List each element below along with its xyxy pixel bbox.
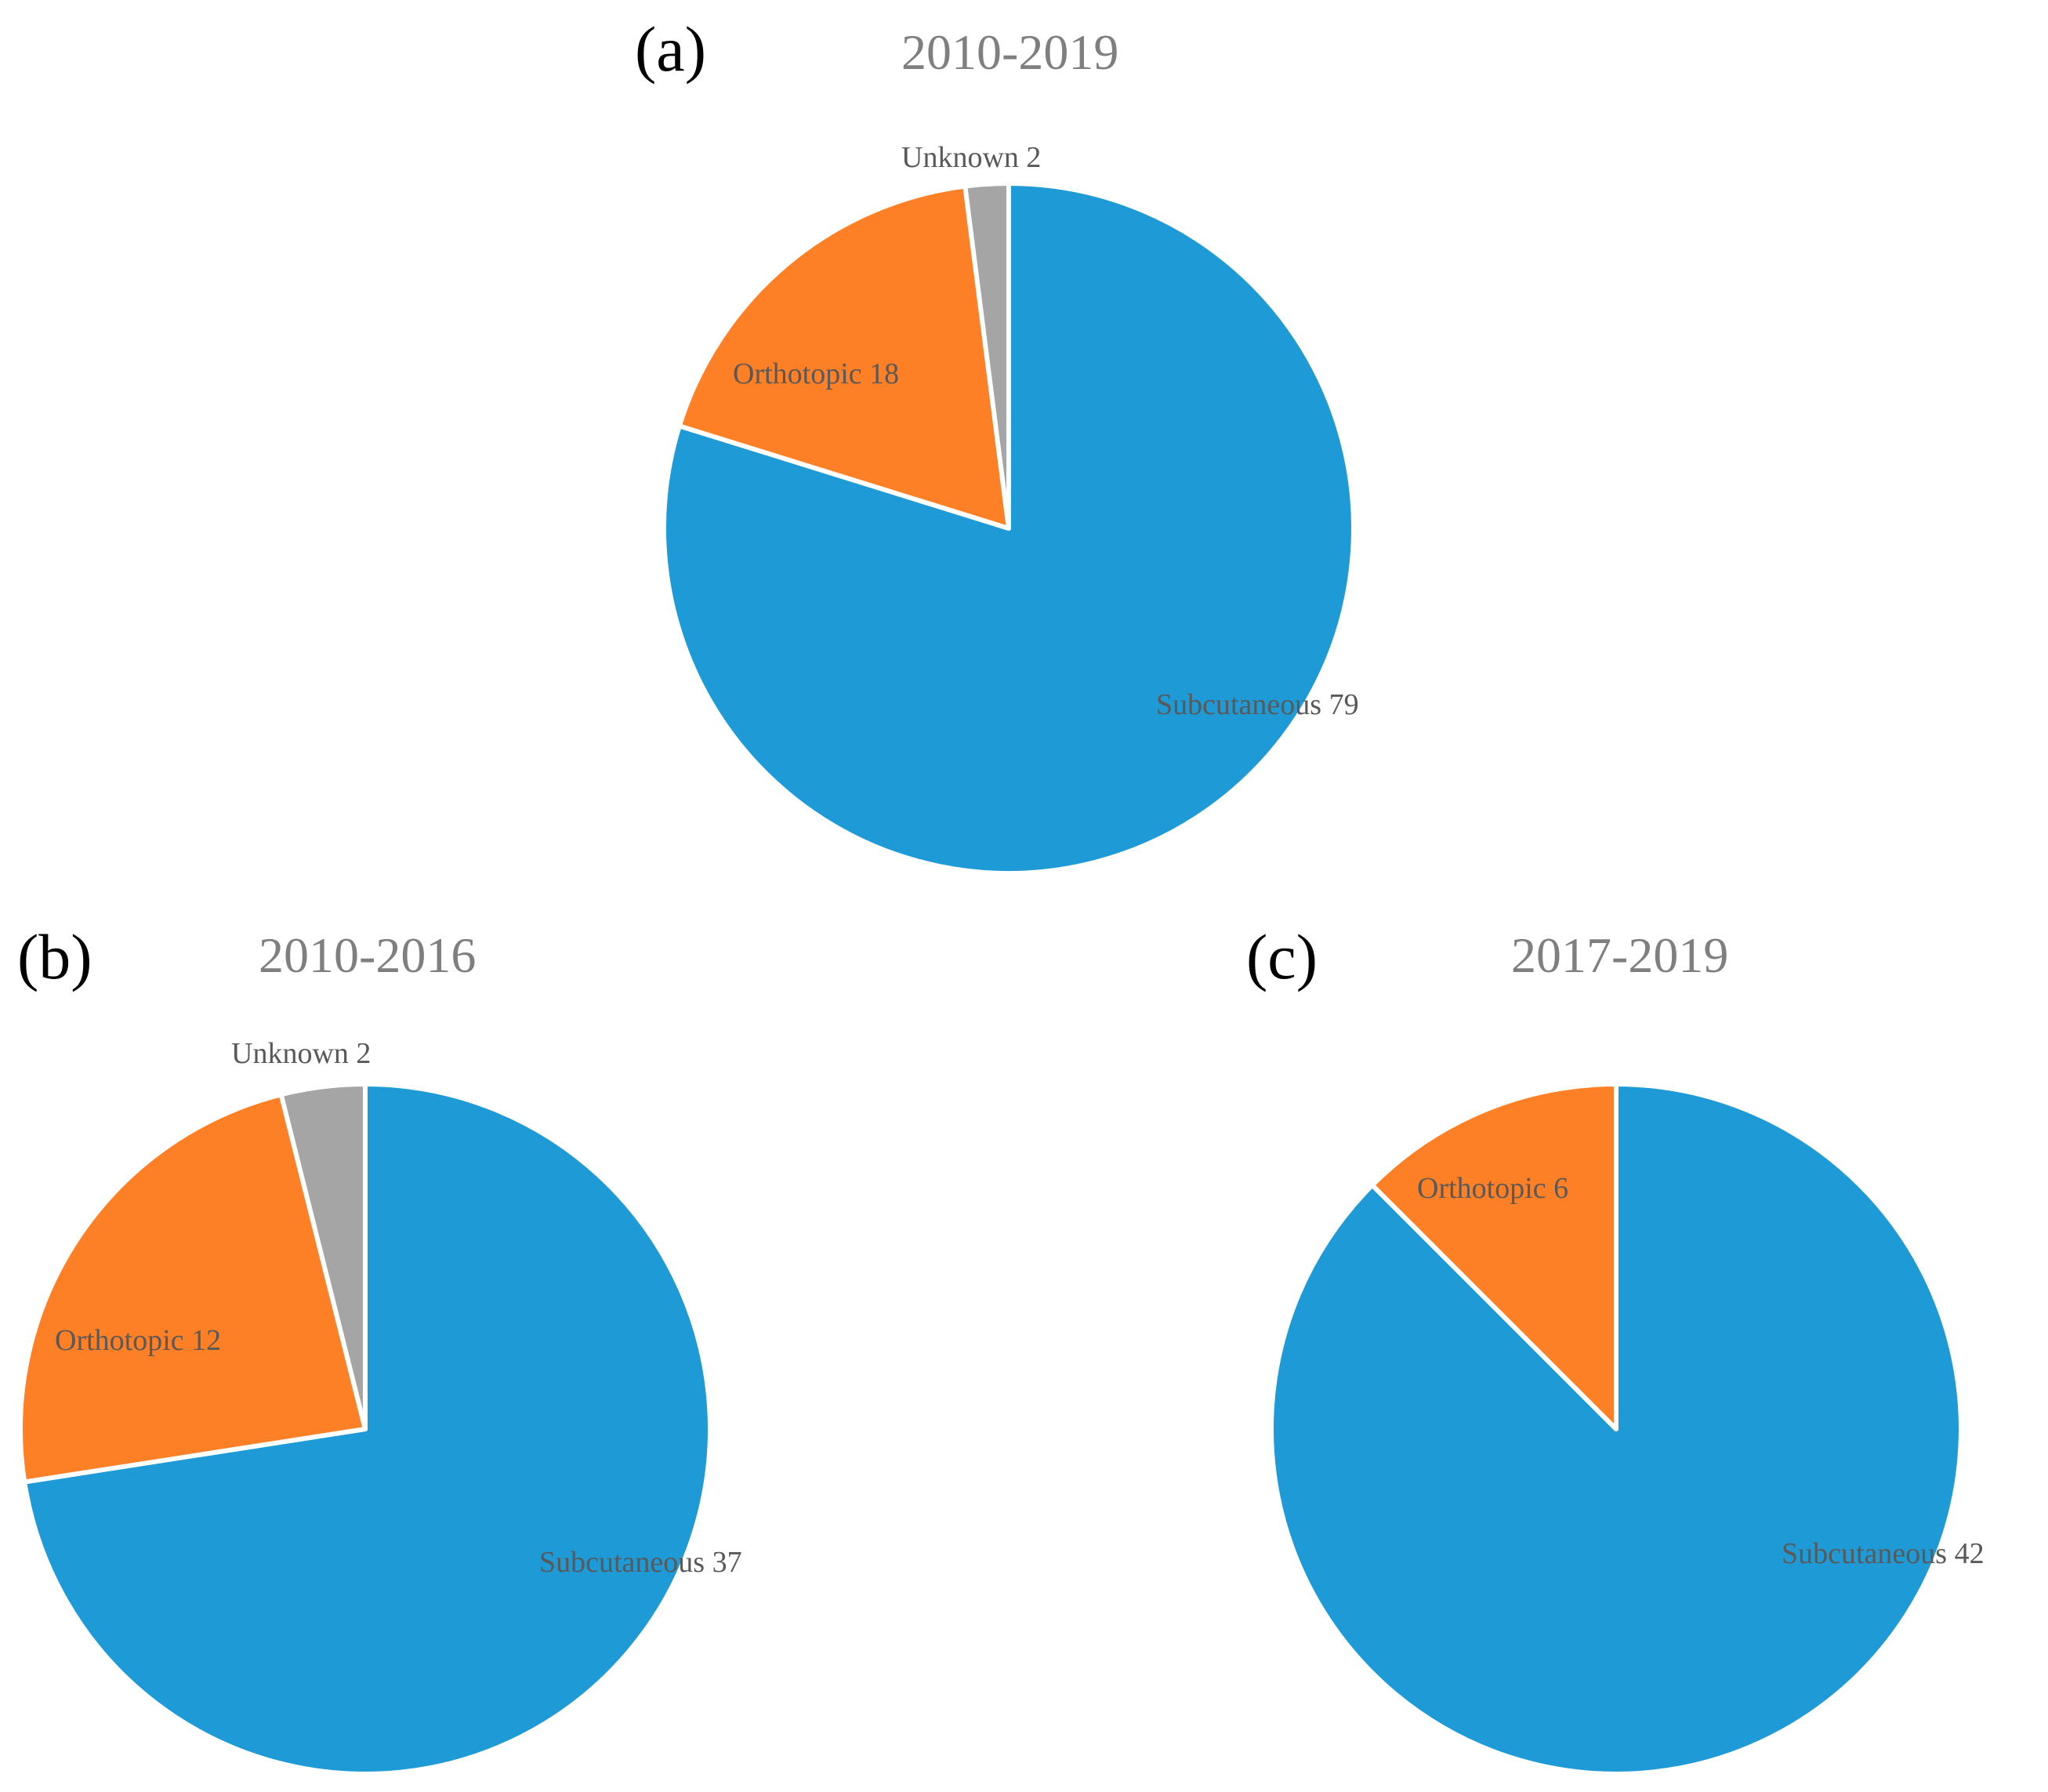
- panel-c: (c) 2017-2019 Subcutaneous 42 Orthotopic …: [1246, 921, 1985, 1776]
- pie-slice-orthotopic: [18, 1092, 368, 1485]
- slice-label-orthotopic: Orthotopic 18: [733, 357, 899, 390]
- panel-b-letter: (b): [17, 921, 92, 992]
- panel-a-title: 2010-2019: [901, 24, 1118, 80]
- panel-a: (a) 2010-2019 Subcutaneous 79 Orthotopic …: [635, 13, 1359, 876]
- panel-c-letter: (c): [1246, 921, 1318, 992]
- slice-label-unknown: Unknown 2: [901, 141, 1041, 174]
- panel-a-letter: (a): [635, 13, 706, 85]
- pie-chart-c: Subcutaneous 42 Orthotopic 6: [1269, 1082, 1985, 1776]
- slice-label-subcutaneous: Subcutaneous 42: [1782, 1537, 1985, 1570]
- slice-label-unknown: Unknown 2: [231, 1037, 371, 1070]
- pie-chart-a: Subcutaneous 79 Orthotopic 18 Unknown 2: [662, 141, 1359, 876]
- slice-label-orthotopic: Orthotopic 12: [55, 1324, 221, 1357]
- pie-slice-unknown: [962, 181, 1011, 531]
- pie-slice-unknown: [278, 1082, 368, 1431]
- pie-slice-subcutaneous: [1269, 1082, 1963, 1776]
- slice-label-orthotopic: Orthotopic 6: [1417, 1172, 1568, 1205]
- panel-b-title: 2010-2016: [259, 927, 476, 983]
- panel-b: (b) 2010-2016 Subcutaneous 37 Orthotopic …: [17, 921, 742, 1776]
- pie-chart-b: Subcutaneous 37 Orthotopic 12 Unknown 2: [18, 1037, 742, 1776]
- panel-c-title: 2017-2019: [1511, 927, 1728, 983]
- pie-slice-orthotopic: [1369, 1082, 1618, 1431]
- slice-label-subcutaneous: Subcutaneous 37: [539, 1546, 742, 1579]
- slice-label-subcutaneous: Subcutaneous 79: [1156, 688, 1359, 721]
- pie-slice-orthotopic: [676, 183, 1011, 531]
